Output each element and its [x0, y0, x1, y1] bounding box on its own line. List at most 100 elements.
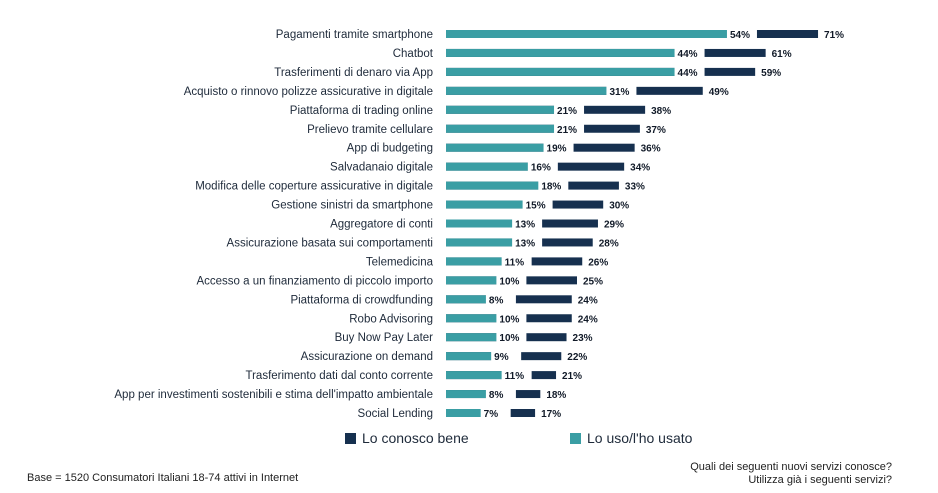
- data-label-known: 26%: [588, 257, 608, 268]
- bar-used: [446, 30, 729, 38]
- label-bg-used: [496, 331, 527, 344]
- question-line-1: Quali dei seguenti nuovi servizi conosce…: [690, 461, 892, 473]
- data-label-known: 34%: [630, 163, 650, 174]
- label-bg-used: [501, 369, 532, 382]
- label-bg-used: [485, 388, 516, 401]
- data-label-used: 10%: [499, 333, 519, 344]
- label-bg-used: [527, 160, 558, 173]
- label-bg-used: [522, 198, 553, 211]
- data-label-known: 29%: [604, 220, 624, 231]
- category-label: Pagamenti tramite smartphone: [276, 29, 433, 41]
- bar-used: [446, 181, 541, 190]
- bar-used: [446, 124, 557, 133]
- category-label: Assicurazione on demand: [301, 351, 433, 363]
- data-label-known: 21%: [562, 371, 582, 382]
- bar-used: [446, 48, 677, 57]
- label-bg-used: [501, 255, 532, 268]
- data-label-known: 23%: [573, 333, 593, 344]
- category-label: Accesso a un finanziamento di piccolo im…: [196, 275, 433, 287]
- category-label: Aggregatore di conti: [330, 219, 433, 231]
- bar-used: [446, 238, 515, 247]
- data-label-used: 18%: [541, 182, 561, 193]
- label-bg-used: [543, 141, 574, 154]
- legend-label-used: Lo uso/l'ho usato: [587, 430, 693, 446]
- data-label-used: 9%: [494, 352, 509, 363]
- bar-used: [446, 143, 546, 152]
- data-label-known: 71%: [824, 30, 844, 41]
- data-label-known: 33%: [625, 182, 645, 193]
- data-label-known: 59%: [761, 68, 781, 79]
- label-bg-used: [554, 122, 585, 135]
- bar-chart: Pagamenti tramite smartphone 54% 71% Chatbo…: [114, 28, 844, 420]
- label-bg-used: [674, 46, 705, 59]
- category-label: Robo Advisoring: [349, 313, 433, 325]
- data-label-used: 8%: [489, 390, 504, 401]
- data-label-known: 38%: [651, 106, 671, 117]
- data-label-known: 18%: [546, 390, 566, 401]
- category-label: Acquisto o rinnovo polizze assicurative …: [184, 86, 433, 98]
- data-label-known: 24%: [578, 314, 598, 325]
- data-label-used: 54%: [730, 30, 750, 41]
- base-note: Base = 1520 Consumatori Italiani 18-74 a…: [27, 472, 299, 484]
- label-bg-used: [480, 407, 511, 419]
- legend-item-used: Lo uso/l'ho usato: [570, 430, 692, 446]
- category-label: Modifica delle coperture assicurative in…: [195, 181, 433, 193]
- question-line-2: Utilizza già i seguenti servizi?: [748, 474, 892, 486]
- bar-used: [446, 162, 530, 171]
- category-label: App di budgeting: [347, 143, 433, 155]
- data-label-used: 11%: [505, 257, 525, 268]
- label-bg-used: [554, 103, 585, 116]
- label-bg-used: [496, 274, 527, 287]
- category-label: Gestione sinistri da smartphone: [271, 200, 433, 212]
- label-bg-used: [512, 217, 543, 230]
- legend-swatch-used: [570, 432, 581, 444]
- category-label: App per investimenti sostenibili e stima…: [114, 389, 433, 401]
- legend-item-known: Lo conosco bene: [345, 430, 469, 446]
- category-label: Telemedicina: [366, 256, 434, 268]
- data-label-used: 10%: [499, 314, 519, 325]
- bar-used: [446, 390, 488, 399]
- label-bg-used: [674, 65, 705, 78]
- bar-used: [446, 409, 483, 417]
- data-label-known: 36%: [641, 144, 661, 155]
- bar-used: [446, 219, 515, 228]
- data-label-used: 7%: [484, 409, 499, 420]
- data-label-used: 10%: [499, 276, 519, 287]
- label-bg-used: [606, 84, 637, 97]
- category-label: Trasferimenti di denaro via App: [274, 67, 433, 79]
- data-label-used: 44%: [678, 49, 698, 60]
- data-label-known: 25%: [583, 276, 603, 287]
- label-bg-used: [485, 293, 516, 306]
- data-label-used: 13%: [515, 238, 535, 249]
- data-label-known: 37%: [646, 125, 666, 136]
- label-bg-used: [496, 312, 527, 325]
- data-label-used: 15%: [526, 201, 546, 212]
- category-label: Chatbot: [393, 48, 434, 60]
- data-label-used: 8%: [489, 295, 504, 306]
- category-label: Assicurazione basata sui comportamenti: [227, 237, 433, 249]
- label-bg-used: [538, 179, 569, 192]
- data-label-known: 28%: [599, 238, 619, 249]
- bar-used: [446, 352, 494, 361]
- data-label-known: 22%: [567, 352, 587, 363]
- data-label-known: 24%: [578, 295, 598, 306]
- category-label: Trasferimento dati dal conto corrente: [246, 370, 434, 382]
- label-bg-used: [491, 350, 522, 363]
- data-label-known: 30%: [609, 201, 629, 212]
- category-label: Salvadanaio digitale: [330, 162, 433, 174]
- category-label: Piattaforma di crowdfunding: [290, 294, 433, 306]
- label-bg-used: [512, 236, 543, 249]
- category-label: Prelievo tramite cellulare: [307, 124, 433, 136]
- legend-label-known: Lo conosco bene: [362, 430, 469, 446]
- label-bg-used: [726, 28, 757, 40]
- data-label-used: 11%: [505, 371, 525, 382]
- bar-used: [446, 200, 525, 209]
- data-label-known: 49%: [709, 87, 729, 98]
- category-label: Buy Now Pay Later: [335, 332, 434, 344]
- category-label: Social Lending: [358, 408, 433, 420]
- data-label-used: 44%: [678, 68, 698, 79]
- data-label-used: 16%: [531, 163, 551, 174]
- legend-swatch-known: [345, 432, 356, 444]
- bar-used: [446, 105, 557, 114]
- bar-used: [446, 86, 609, 95]
